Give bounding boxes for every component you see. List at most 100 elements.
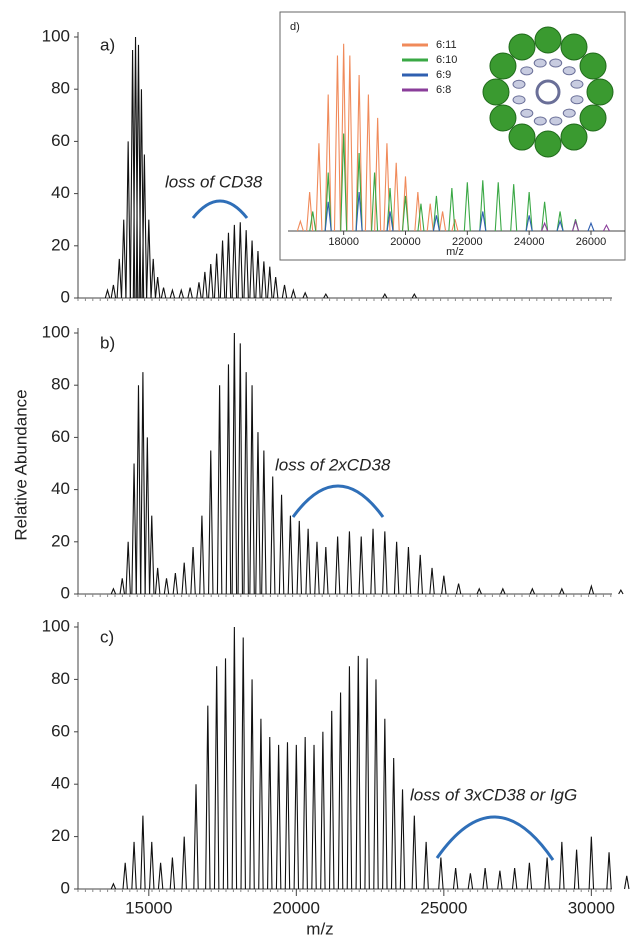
antibody [562,66,576,76]
peak [269,476,276,595]
peak [140,815,146,890]
peak [302,737,308,890]
peak [448,188,456,232]
peak [258,718,264,890]
peak [439,211,447,232]
subunit [482,78,510,106]
peak [525,215,533,232]
peak [122,862,128,890]
arc [435,815,555,861]
x-tick-label: 25000 [420,898,467,917]
antibody [570,95,584,105]
peak [399,789,406,890]
y-tick-label: 100 [42,616,70,635]
peak [222,658,229,890]
peak [355,74,363,232]
y-tick-label: 0 [61,287,70,306]
peak [187,287,193,299]
peak [281,284,288,299]
peak [119,578,125,595]
peak [382,531,388,595]
peak [382,292,388,299]
peak [267,737,273,890]
peak [169,857,176,890]
x-tick-label: 15000 [125,898,172,917]
peak [208,450,214,595]
peak [526,862,533,890]
legend-label: 6:9 [436,69,451,81]
peak [141,154,148,299]
peak [261,261,267,299]
legend-label: 6:11 [436,39,457,51]
antibody [512,79,526,89]
peak [278,494,285,595]
peak [429,567,435,595]
peak [373,679,379,890]
peak [588,836,595,890]
protein-structure [482,26,614,158]
peak [541,221,549,232]
peak [178,288,184,299]
peak [172,573,179,595]
peak [154,567,161,595]
peak [296,520,303,595]
y-tick-label: 60 [51,721,70,740]
peak [588,584,595,595]
x-tick-label: 26000 [576,236,607,248]
peak [411,292,418,299]
peak [417,554,423,595]
subunit [489,104,517,132]
peak [154,277,161,299]
peak [249,385,255,595]
antibody [549,116,563,126]
subunit [534,26,562,54]
peak [324,94,332,232]
y-tick-label: 60 [51,131,70,150]
peak [346,531,353,595]
y-tick-label: 80 [51,79,70,98]
y-axis-label: Relative Abundance [11,389,30,540]
peak [426,203,434,232]
peak [213,253,220,299]
peak [181,562,187,595]
peak [405,546,412,595]
peak [346,666,353,890]
inset-x-label: m/z [446,246,464,258]
peak [500,587,506,595]
peak [371,172,379,232]
peak [315,143,323,232]
peak [364,658,370,890]
x-axis-label: m/z [306,919,333,938]
peak [261,450,267,595]
peak [423,841,429,890]
core [535,79,561,105]
peak [324,172,332,232]
peak [328,710,335,890]
peak [587,221,595,232]
y-tick-label: 20 [51,826,70,845]
x-tick-label: 22000 [452,236,483,248]
peak [602,223,610,232]
peak [231,626,238,890]
panel-label: d) [290,21,300,33]
peak [110,882,117,890]
peak [451,219,459,232]
peak [199,515,205,595]
peak [125,141,131,299]
peak [193,784,199,890]
peak [364,94,372,232]
y-tick-label: 60 [51,427,70,446]
subunit [508,33,536,61]
peak [131,841,137,890]
peak [243,230,249,299]
peak [559,587,565,595]
peak [181,836,187,890]
peak [572,219,580,232]
y-tick-label: 40 [51,774,70,793]
peak [149,515,155,595]
arc [191,199,249,219]
peak [541,201,549,232]
peak [202,271,208,299]
peak [205,705,211,890]
peak [494,182,502,232]
